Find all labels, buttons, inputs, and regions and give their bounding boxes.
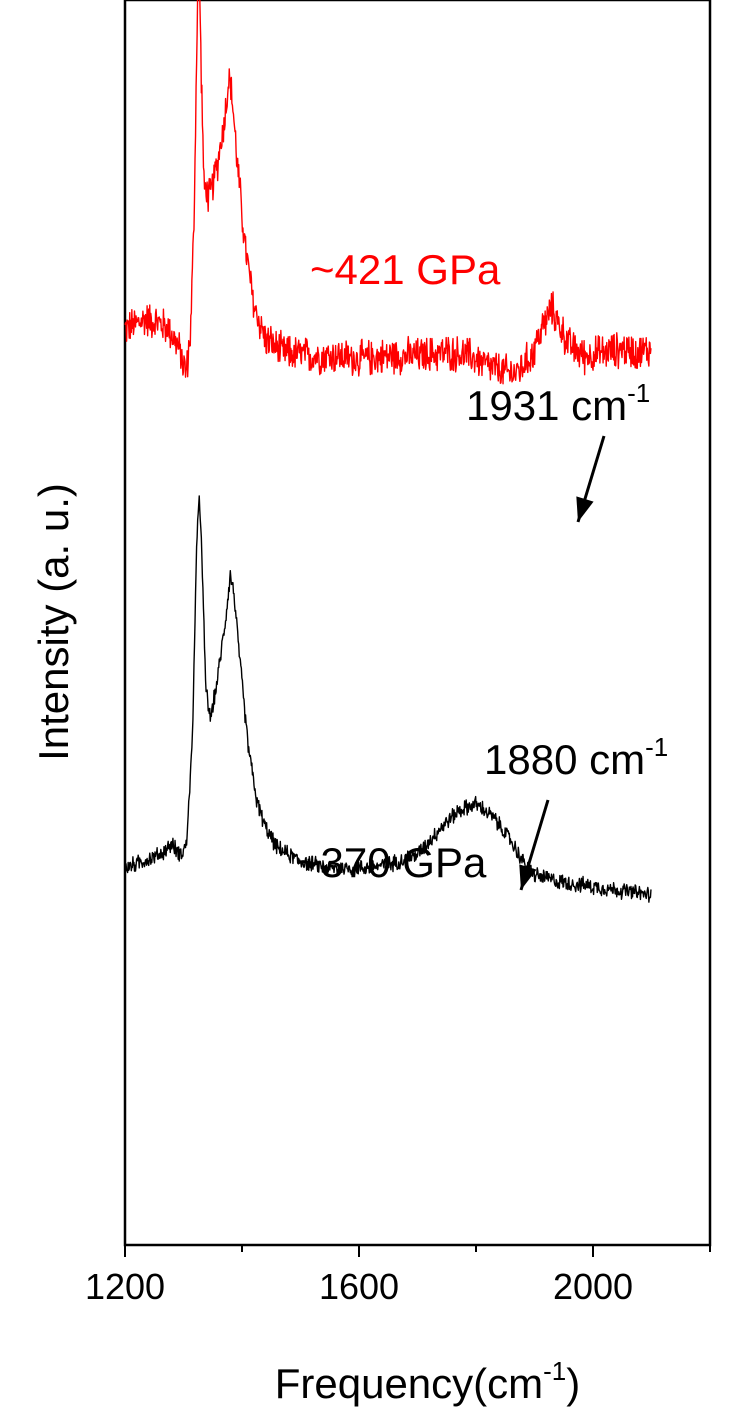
x-tick-label: 2000 — [553, 1266, 633, 1307]
annotation-label-421: ~421 GPa — [310, 246, 501, 293]
axis-titles: Frequency(cm-1) Intensity (a. u.) — [30, 483, 580, 1407]
plot-border — [123, 0, 712, 1247]
plot-frame — [123, 0, 712, 1247]
series-line-421gpa — [124, 0, 652, 385]
annotation-peak-1880: 1880 cm-1 — [484, 732, 668, 783]
y-axis-title: Intensity (a. u.) — [30, 483, 77, 761]
x-tick-label: 1200 — [85, 1266, 165, 1307]
series-layer — [124, 0, 652, 903]
arrow-1880-head — [519, 864, 537, 890]
x-tick-label: 1600 — [319, 1266, 399, 1307]
series-line-370gpa — [124, 495, 652, 903]
annotation-peak-1931: 1931 cm-1 — [466, 378, 650, 429]
annotation-label-370: ~370 GPa — [296, 839, 487, 886]
annotations: ~421 GPa 1931 cm-1 ~370 GPa 1880 cm-1 — [296, 246, 668, 891]
arrow-1931-head — [576, 496, 594, 522]
x-axis: 1200 1600 2000 — [85, 1245, 711, 1307]
x-axis-title: Frequency(cm-1) — [275, 1356, 581, 1407]
